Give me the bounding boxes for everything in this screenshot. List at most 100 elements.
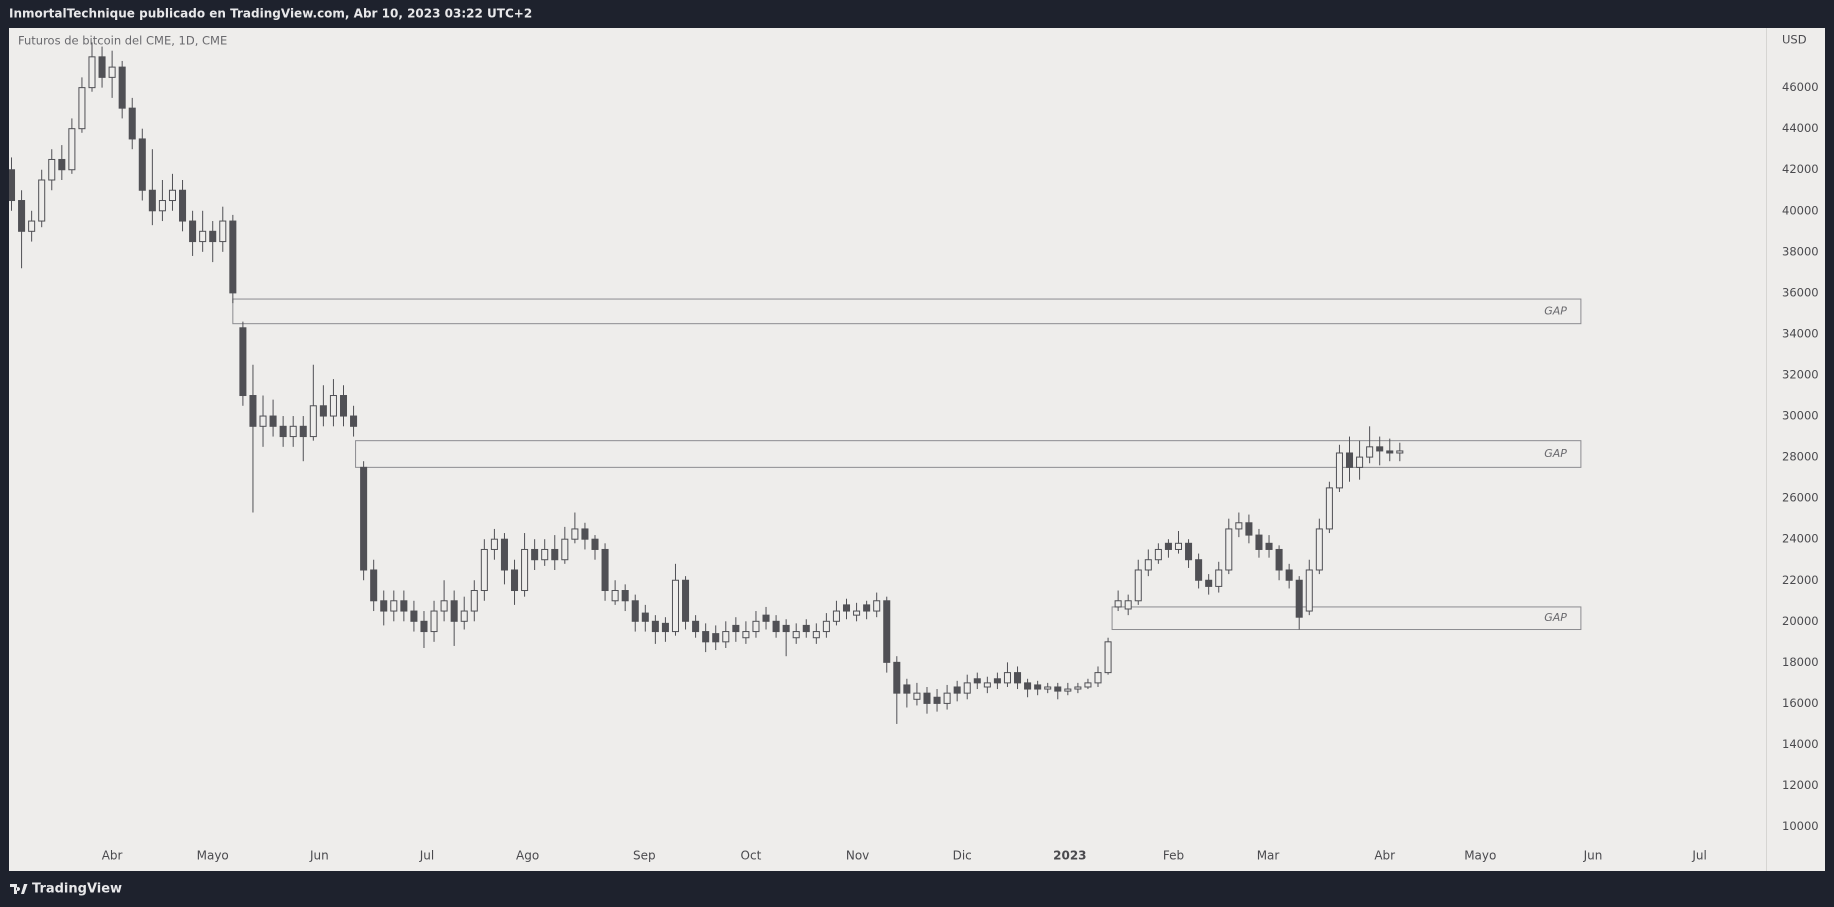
gap-zone xyxy=(1111,606,1582,631)
x-tick-label: Sep xyxy=(633,849,656,863)
y-tick-label: 30000 xyxy=(1782,409,1819,423)
candle-body xyxy=(370,569,378,602)
gap-zone xyxy=(232,298,1582,325)
candle-body xyxy=(490,538,498,550)
candle-body xyxy=(641,612,649,622)
candle-body xyxy=(319,405,327,417)
candle-body xyxy=(239,327,247,397)
candle-body xyxy=(138,138,146,191)
candle-body xyxy=(118,66,126,109)
candle-body xyxy=(762,614,770,622)
candle-body xyxy=(1124,600,1132,610)
y-tick-label: 16000 xyxy=(1782,696,1819,710)
x-tick-label: Nov xyxy=(846,849,869,863)
candle-body xyxy=(1084,682,1092,688)
candle-body xyxy=(299,425,307,438)
candle-body xyxy=(913,692,921,700)
candle-body xyxy=(1154,548,1162,561)
candle-body xyxy=(873,600,881,612)
candle-body xyxy=(631,600,639,622)
gap-zone xyxy=(355,440,1582,468)
y-tick-label: 36000 xyxy=(1782,285,1819,299)
candle-body xyxy=(863,604,871,612)
gap-label: GAP xyxy=(1544,611,1567,624)
candle-body xyxy=(973,678,981,684)
candle-body xyxy=(1164,542,1172,550)
candle-body xyxy=(410,610,418,622)
candle-body xyxy=(1285,569,1293,581)
candle-body xyxy=(1215,569,1223,587)
candle-body xyxy=(98,56,106,78)
candle-body xyxy=(450,600,458,622)
candle-body xyxy=(853,610,861,616)
y-tick-label: 34000 xyxy=(1782,326,1819,340)
y-tick-label: 40000 xyxy=(1782,203,1819,217)
candle-body xyxy=(390,600,398,612)
x-tick-label: Abr xyxy=(102,849,123,863)
candle-body xyxy=(993,678,1001,684)
candle-body xyxy=(1305,569,1313,612)
candle-body xyxy=(128,107,136,140)
y-tick-label: 12000 xyxy=(1782,778,1819,792)
candle-body xyxy=(621,590,629,602)
candle-body xyxy=(1386,450,1394,454)
candle-body xyxy=(943,692,951,704)
candle-body xyxy=(199,230,207,243)
candle-body xyxy=(1114,600,1122,608)
candle-body xyxy=(430,610,438,633)
candle-body xyxy=(1104,641,1112,674)
candle-body xyxy=(420,620,428,633)
candle-body xyxy=(339,395,348,417)
chart-panel xyxy=(9,28,1825,871)
candle-body xyxy=(963,682,971,694)
candle-body xyxy=(38,179,46,222)
candle-body xyxy=(289,425,297,438)
candle-body xyxy=(1064,688,1072,692)
candle-body xyxy=(742,631,750,639)
x-tick-label: Oct xyxy=(741,849,762,863)
candle-body xyxy=(792,631,800,639)
plot-area: GAP GAP GAP xyxy=(9,42,1582,724)
candle-body xyxy=(179,189,187,222)
candle-body xyxy=(521,548,529,592)
footer-brand: TradingView xyxy=(32,882,122,897)
candle-body xyxy=(1014,672,1022,684)
y-tick-label: 10000 xyxy=(1782,819,1819,833)
candle-body xyxy=(58,158,66,171)
y-tick-label: 22000 xyxy=(1782,573,1819,587)
candle-body xyxy=(1245,522,1253,536)
candle-body xyxy=(591,538,599,550)
candle-body xyxy=(531,548,539,561)
candle-body xyxy=(1275,548,1283,571)
x-tick-label: Dic xyxy=(953,849,972,863)
candle-body xyxy=(1144,559,1152,571)
candle-body xyxy=(350,415,358,427)
candle-body xyxy=(802,624,810,633)
candle-body xyxy=(883,600,891,663)
candle-body xyxy=(209,230,217,243)
axis-unit: USD xyxy=(1782,33,1807,47)
candle-body xyxy=(1345,452,1354,468)
x-tick-label: Abr xyxy=(1374,849,1395,863)
candle-body xyxy=(842,604,851,612)
candle-body xyxy=(1034,684,1042,690)
y-tick-label: 38000 xyxy=(1782,244,1819,258)
footer-logo xyxy=(10,884,28,894)
candle-body xyxy=(189,220,197,243)
candle-body xyxy=(712,633,720,643)
candle-body xyxy=(108,66,116,78)
candle-body xyxy=(1255,534,1263,550)
x-tick-label: Jul xyxy=(419,849,434,863)
candle-body xyxy=(500,538,508,571)
gap-label: GAP xyxy=(1544,304,1567,317)
candle-body xyxy=(1054,686,1062,692)
candle-body xyxy=(822,620,830,633)
chart-legend: Futuros de bitcoin del CME, 1D, CME xyxy=(18,34,227,48)
x-tick-label: Ago xyxy=(516,849,539,863)
candle-body xyxy=(440,600,448,612)
candle-body xyxy=(692,620,700,633)
candle-body xyxy=(551,548,559,561)
candle-body xyxy=(581,528,589,540)
candle-body xyxy=(1366,446,1374,458)
